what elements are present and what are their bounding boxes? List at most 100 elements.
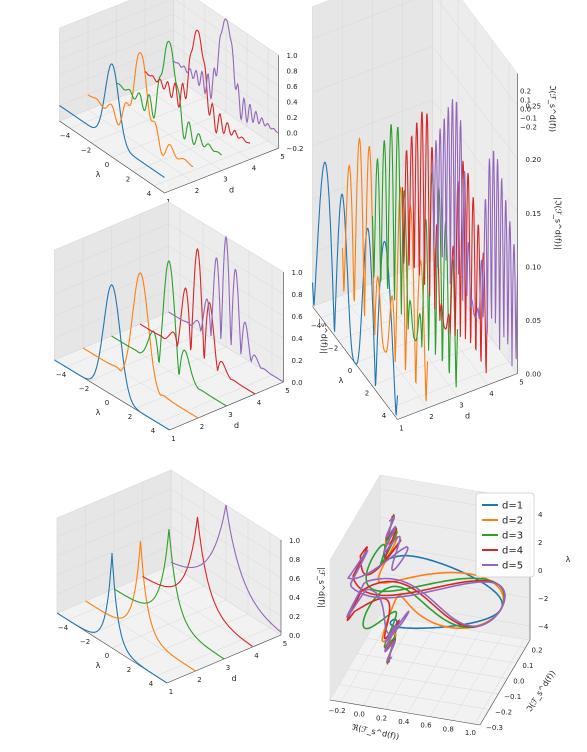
grid-line [312, 0, 414, 39]
series-line-d=1 [311, 161, 399, 416]
z-tick-label: 0.00 [526, 371, 542, 379]
grid-line [339, 684, 490, 710]
x-axis-label: λ [339, 376, 344, 385]
grid-line [432, 46, 518, 160]
y-axis-label: d [231, 674, 236, 683]
z-tick-label: 0.15 [526, 210, 542, 218]
z-tick-label: 0.4 [289, 594, 301, 602]
x-tick-label: 0.6 [420, 722, 432, 730]
grid-line [312, 260, 433, 307]
x-tick-label: 0 [348, 367, 352, 375]
x-tick-label: −2 [328, 344, 338, 352]
x-tick-label: 0 [105, 399, 109, 407]
z-tick-label: 1.0 [287, 52, 298, 60]
series-line-d=3 [116, 40, 222, 156]
y-axis-label: d [234, 421, 239, 430]
x-tick-label: −4 [58, 624, 69, 632]
grid-line [56, 469, 172, 519]
y-tick-label: 5 [519, 379, 523, 387]
z-tick-label: −0.2 [520, 124, 537, 132]
series-line-d=4 [142, 516, 253, 647]
subplot-6: −0.2 0.0 0.2 0.4 0.6 0.8 1.0 −0.3 −0.2 −0.1 0.0 0.1… [329, 474, 571, 741]
y-tick-label: 1 [399, 425, 403, 433]
grid-line [170, 545, 282, 617]
z-tick-label: 0.0 [289, 632, 300, 640]
z-tick-label: 0.6 [292, 313, 304, 321]
z-tick-label: 0.2 [292, 357, 303, 365]
z-tick-label: 0.0 [520, 106, 531, 114]
x-tick-label: 4 [149, 680, 154, 688]
y-tick-label: 2 [429, 413, 433, 421]
y-axis-label: d [229, 186, 234, 195]
grid-line [56, 488, 172, 538]
z-tick-label: 2 [538, 539, 542, 547]
series-line-d=1 [54, 284, 170, 431]
z-axis-label: λ [566, 555, 571, 564]
y-tick-label: −0.1 [504, 693, 521, 701]
grid-line [170, 526, 282, 598]
grid-line [54, 223, 169, 273]
x-tick-label: −2 [80, 638, 90, 646]
series-line-d=4 [139, 247, 256, 395]
x-tick-label: 2 [127, 666, 131, 674]
z-tick-label: 0.8 [289, 556, 300, 564]
grid-line [59, 29, 174, 75]
legend-entry: d=5 [502, 561, 523, 572]
grid-line [173, 44, 279, 118]
y-tick-label: −0.3 [486, 724, 503, 732]
x-tick-label: 0 [105, 161, 109, 169]
grid-line [168, 223, 284, 295]
x-tick-label: −0.2 [329, 707, 346, 715]
series-line-d=5 [173, 18, 279, 134]
z-tick-label: 0.6 [287, 83, 299, 91]
z-tick-label: 0.20 [526, 156, 542, 164]
grid-line [385, 624, 436, 710]
y-tick-label: 0.0 [513, 678, 524, 686]
grid-line [168, 311, 284, 383]
series-line-d=2 [82, 272, 199, 419]
grid-line [59, 13, 174, 60]
grid-line [56, 507, 172, 557]
grid-line [170, 507, 282, 579]
series-line-d=5 [170, 504, 282, 633]
z-axis-label: |ℑ(ℱ_s^d(f))| [554, 197, 563, 250]
z-axis-label: |ℱ_s^d(f)| [317, 567, 326, 608]
legend-entry: d=4 [502, 546, 523, 557]
x-axis-label: λ [96, 661, 101, 670]
grid-line [340, 616, 392, 703]
z-tick-label: 0.05 [526, 317, 542, 325]
x-tick-label: 0.8 [443, 725, 454, 733]
grid-line [173, 13, 279, 87]
x-tick-label: −2 [81, 147, 91, 155]
grid-line [59, 44, 174, 91]
y-tick-label: 1 [169, 688, 173, 696]
y-axis-label: d [465, 412, 470, 421]
x-tick-label: 4 [151, 427, 156, 435]
y-tick-label: 5 [283, 640, 287, 648]
z-tick-label: 0.8 [292, 291, 303, 299]
series-line-d=5 [346, 516, 506, 663]
z-tick-label: −4 [538, 623, 549, 631]
y-axis-line [397, 373, 518, 420]
series-line-d=3 [113, 528, 225, 660]
grid-line [474, 638, 525, 725]
y-tick-label: 4 [489, 390, 494, 398]
z-tick-label: 0.25 [526, 103, 542, 111]
subplot-4: −4 −2 0 2 4 1 2 3 4 50.00 0.05 0.10 0.15 0.20 0.25 λ d |ℑ… [311, 0, 563, 433]
z-tick-label: 0.2 [520, 88, 531, 96]
grid-line [144, 87, 251, 160]
y-axis-line [479, 639, 531, 726]
y-tick-label: 5 [280, 153, 284, 161]
x-axis-line [329, 699, 481, 726]
subplot-3: −4 −2 0 2 4 1 2 3 4 50.0 0.2 0.4 0.6 0.8 1.0 λ d |ℜ(ℱ_s^d… [53, 201, 329, 443]
x-axis-label: λ [96, 170, 101, 179]
grid-line [116, 98, 222, 171]
x-tick-label: 0.2 [376, 714, 387, 722]
z-tick-label: 4 [538, 511, 543, 519]
z-tick-label: 0.4 [287, 99, 299, 107]
grid-line [56, 526, 172, 576]
y-tick-label: 2 [195, 187, 199, 195]
x-axis-label: λ [96, 408, 101, 417]
y-tick-label: 0.2 [531, 647, 542, 655]
